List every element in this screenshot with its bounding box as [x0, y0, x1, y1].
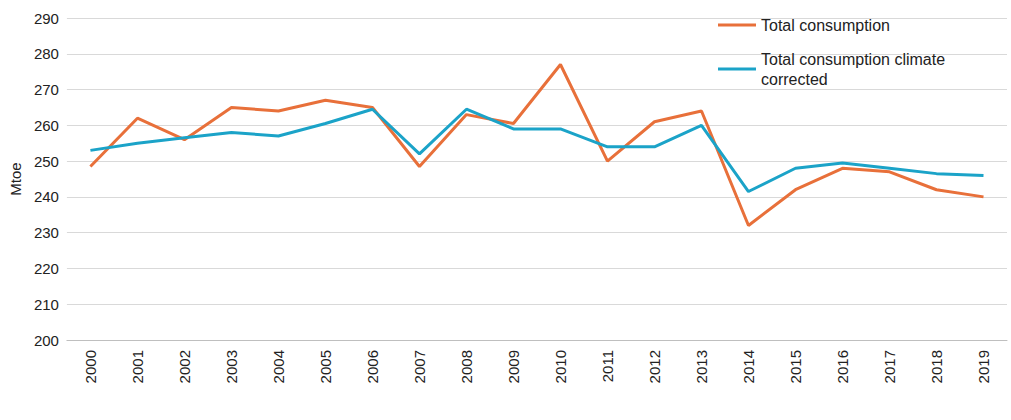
svg-text:2012: 2012 [646, 350, 663, 383]
svg-text:Total consumption: Total consumption [761, 17, 890, 34]
svg-text:2015: 2015 [787, 350, 804, 383]
svg-text:2007: 2007 [411, 350, 428, 383]
svg-text:2016: 2016 [834, 350, 851, 383]
svg-text:Mtoe: Mtoe [7, 162, 24, 195]
svg-text:2013: 2013 [693, 350, 710, 383]
svg-text:2011: 2011 [599, 350, 616, 382]
svg-text:2014: 2014 [740, 350, 757, 383]
svg-text:2017: 2017 [881, 350, 898, 383]
svg-text:corrected: corrected [761, 71, 828, 88]
svg-text:2008: 2008 [458, 350, 475, 383]
svg-text:290: 290 [34, 10, 59, 27]
svg-text:2003: 2003 [223, 350, 240, 383]
svg-text:2006: 2006 [364, 350, 381, 383]
svg-text:2000: 2000 [82, 350, 99, 383]
svg-text:280: 280 [34, 45, 59, 62]
svg-text:2002: 2002 [176, 350, 193, 383]
svg-text:2009: 2009 [505, 350, 522, 383]
svg-text:2004: 2004 [270, 350, 287, 383]
svg-text:2019: 2019 [975, 350, 992, 383]
svg-text:250: 250 [34, 153, 59, 170]
svg-text:270: 270 [34, 81, 59, 98]
svg-text:240: 240 [34, 188, 59, 205]
svg-text:200: 200 [34, 332, 59, 349]
svg-text:230: 230 [34, 224, 59, 241]
svg-text:220: 220 [34, 260, 59, 277]
svg-text:260: 260 [34, 117, 59, 134]
svg-text:210: 210 [34, 296, 59, 313]
svg-text:2005: 2005 [317, 350, 334, 383]
svg-text:2010: 2010 [552, 350, 569, 383]
svg-text:2018: 2018 [928, 350, 945, 383]
svg-text:2001: 2001 [129, 350, 146, 383]
svg-text:Total consumption climate: Total consumption climate [761, 51, 950, 68]
